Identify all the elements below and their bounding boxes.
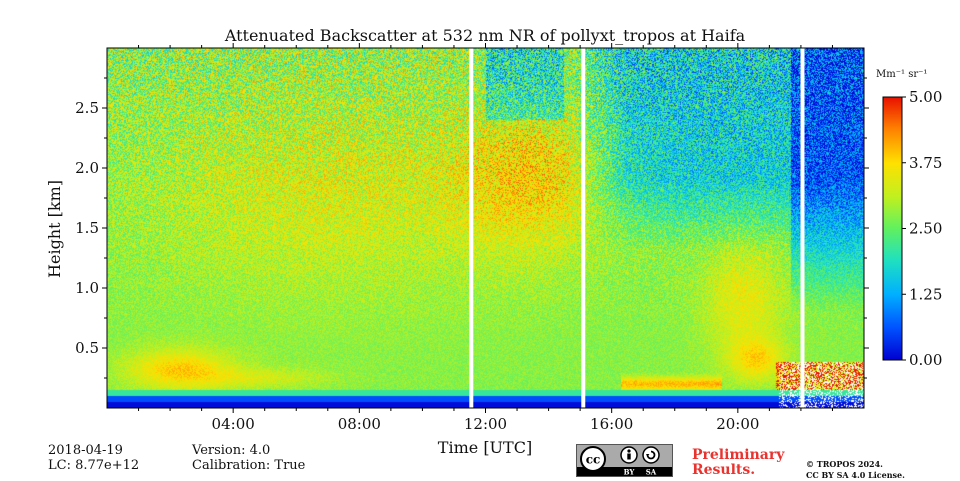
data-gap — [800, 48, 805, 408]
y-tick-label: 1.5 — [75, 219, 99, 237]
x-axis: 04:00 08:00 12:00 16:00 20:00 — [138, 43, 833, 433]
cc-license-badge: cc BY SA — [576, 444, 673, 477]
cc-logo-icon — [580, 446, 606, 472]
data-gap — [581, 48, 586, 408]
sa-sharealike-icon — [642, 446, 660, 464]
y-tick-label: 1.0 — [75, 279, 99, 297]
x-tick-label: 20:00 — [716, 415, 759, 433]
y-tick-label: 2.5 — [75, 99, 99, 117]
colorbar-tick-label: 5.00 — [909, 88, 942, 106]
heatmap-image — [107, 48, 864, 408]
colorbar-tick-label: 0.00 — [909, 351, 942, 369]
by-label: BY — [624, 468, 636, 477]
x-tick-label: 12:00 — [464, 415, 507, 433]
x-tick-label: 04:00 — [212, 415, 255, 433]
preliminary-notice: Preliminary Results. — [692, 448, 784, 478]
y-axis: 0.5 1.0 1.5 2.0 2.5 — [75, 77, 869, 379]
date-label: 2018-04-19 — [48, 443, 123, 458]
copyright-line-1: © TROPOS 2024. — [806, 459, 883, 469]
calibration-label: Calibration: True — [192, 458, 306, 473]
preliminary-line-1: Preliminary — [692, 447, 785, 463]
copyright-notice: © TROPOS 2024. CC BY SA 4.0 License. — [806, 459, 905, 481]
colorbar-label: Mm⁻¹ sr⁻¹ — [876, 69, 927, 80]
chart-title: Attenuated Backscatter at 532 nm NR of p… — [224, 26, 746, 45]
y-tick-label: 2.0 — [75, 159, 99, 177]
version-label: Version: 4.0 — [192, 443, 271, 458]
data-gap-group — [469, 48, 805, 408]
y-tick-label: 0.5 — [75, 339, 99, 357]
colorbar-tick-label: 1.25 — [909, 285, 942, 303]
copyright-line-2: CC BY SA 4.0 License. — [806, 470, 905, 480]
colorbar-ticks: 0.00 1.25 2.50 3.75 5.00 — [902, 88, 942, 369]
lc-label: LC: 8.77e+12 — [48, 458, 140, 473]
x-axis-label: Time [UTC] — [438, 438, 532, 457]
sa-label: SA — [646, 468, 657, 477]
cc-logo-text: cc — [586, 453, 601, 467]
x-tick-label: 08:00 — [338, 415, 381, 433]
data-gap — [469, 48, 474, 408]
y-axis-label: Height [km] — [45, 180, 64, 278]
preliminary-line-2: Results. — [692, 462, 756, 478]
colorbar-tick-label: 3.75 — [909, 154, 942, 172]
colorbar — [882, 96, 903, 361]
x-tick-label: 16:00 — [590, 415, 633, 433]
colorbar-tick-label: 2.50 — [909, 220, 942, 238]
